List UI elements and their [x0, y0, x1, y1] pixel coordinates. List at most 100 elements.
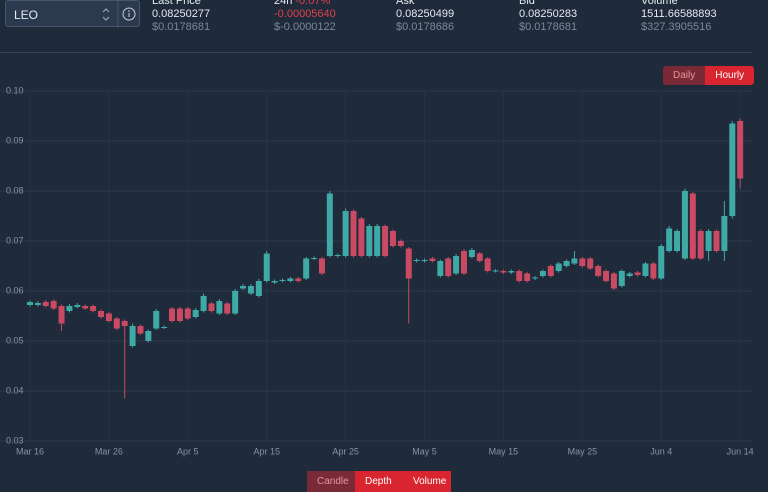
stat-sub: $0.0178681 — [519, 21, 578, 33]
daily-button[interactable]: Daily — [663, 66, 706, 85]
candle-body — [413, 260, 420, 261]
candle-body — [539, 271, 546, 276]
candle-body — [524, 273, 531, 281]
candle-body — [689, 193, 696, 259]
stat-label: Last Price — [152, 0, 201, 7]
candle-body — [674, 231, 681, 251]
candle-body — [681, 191, 688, 259]
candle-body — [587, 258, 594, 269]
stat-value: 0.08250283 — [519, 8, 578, 20]
candle-body — [82, 306, 89, 309]
y-tick-label: 0.03 — [6, 435, 24, 445]
candle-body — [42, 302, 49, 306]
candle-body — [595, 266, 602, 276]
candle-body — [437, 261, 444, 276]
candle-body — [176, 308, 183, 321]
candle-body — [311, 258, 318, 259]
candle-body — [666, 228, 673, 251]
candle-body — [255, 281, 262, 296]
candle-body — [121, 321, 128, 326]
candle-body — [737, 121, 744, 179]
candle-body — [113, 318, 120, 329]
candle-body — [145, 331, 152, 341]
candle-body — [169, 308, 176, 321]
candle-body — [421, 260, 428, 261]
candle-body — [295, 278, 302, 281]
y-tick-label: 0.10 — [6, 85, 24, 95]
candle-body — [532, 277, 539, 279]
candle-body — [279, 280, 286, 281]
candle-body — [366, 226, 373, 256]
candle-body — [650, 263, 657, 279]
candle-body — [445, 258, 452, 276]
candle-body — [90, 306, 97, 311]
candle-body — [429, 258, 436, 261]
x-tick-label: Mar 26 — [95, 446, 123, 456]
stat-sub: $-0.0000122 — [274, 21, 336, 33]
y-tick-label: 0.08 — [6, 185, 24, 195]
candle-body — [563, 261, 570, 266]
stat: Ask 0.08250499 $0.0178686 — [396, 0, 454, 34]
x-tick-label: Jun 14 — [727, 446, 754, 456]
candle-body — [161, 327, 168, 328]
y-tick-label: 0.09 — [6, 135, 24, 145]
candle-body — [105, 313, 112, 321]
candle-body — [484, 258, 491, 271]
x-tick-label: May 5 — [412, 446, 437, 456]
candle-body — [263, 253, 270, 281]
divider — [0, 52, 752, 53]
candle-body — [618, 271, 625, 286]
candle-body — [555, 263, 562, 271]
period-buttons: Daily Hourly — [663, 66, 755, 85]
candle-body — [397, 241, 404, 246]
stat: Last Price 0.08250277 $0.0178681 — [152, 0, 210, 34]
candle-body — [318, 258, 325, 274]
candle-body — [334, 255, 341, 256]
x-tick-label: May 15 — [489, 446, 519, 456]
candle-body — [453, 256, 460, 274]
y-tick-label: 0.04 — [6, 385, 24, 395]
stat-value: 0.08250499 — [396, 8, 455, 20]
candle-body — [713, 231, 720, 251]
hourly-button[interactable]: Hourly — [705, 66, 755, 85]
volume-tab[interactable]: Volume — [403, 471, 451, 492]
x-tick-label: May 25 — [568, 446, 598, 456]
candle-body — [492, 270, 499, 272]
stat-change: -0.07% — [295, 0, 331, 7]
tabs: Candle Depth Volume — [307, 471, 451, 492]
candle-tab[interactable]: Candle — [307, 471, 355, 492]
depth-tab[interactable]: Depth — [355, 471, 403, 492]
candle-body — [200, 296, 207, 311]
candle-body — [516, 271, 523, 281]
stat-sub: $0.0178686 — [396, 21, 455, 33]
candle-body — [626, 273, 633, 276]
candle-body — [271, 281, 278, 283]
candle-body — [66, 306, 73, 311]
candle-body — [129, 326, 136, 346]
candle-body — [287, 278, 294, 281]
x-tick-label: Apr 25 — [332, 446, 359, 456]
stat-value: 1511.66588893 — [641, 8, 717, 20]
candle-body — [208, 303, 215, 311]
x-tick-label: Apr 15 — [253, 446, 280, 456]
chart: 0.03 0.04 0.05 0.06 0.07 0.08 0.09 0.10 Mar 16 Ma… — [0, 85, 754, 456]
candle-body — [500, 271, 507, 273]
candle-body — [247, 286, 254, 294]
y-tick-label: 0.07 — [6, 235, 24, 245]
x-tick-label: Mar 16 — [16, 446, 44, 456]
candle-body — [579, 258, 586, 266]
candle-body — [216, 301, 223, 314]
candle-body — [610, 273, 617, 289]
stat-label: Volume — [641, 0, 678, 7]
candle-body — [34, 303, 41, 305]
candle-body — [74, 305, 81, 307]
candle-body — [240, 286, 247, 289]
y-tick-label: 0.05 — [6, 335, 24, 345]
candle-body — [697, 231, 704, 259]
candle-body — [50, 301, 57, 309]
candle-body — [405, 248, 412, 279]
candle-body — [729, 123, 736, 216]
candle-body — [571, 258, 578, 264]
symbol-select[interactable]: LEO — [5, 0, 140, 28]
candle-body — [303, 258, 310, 279]
